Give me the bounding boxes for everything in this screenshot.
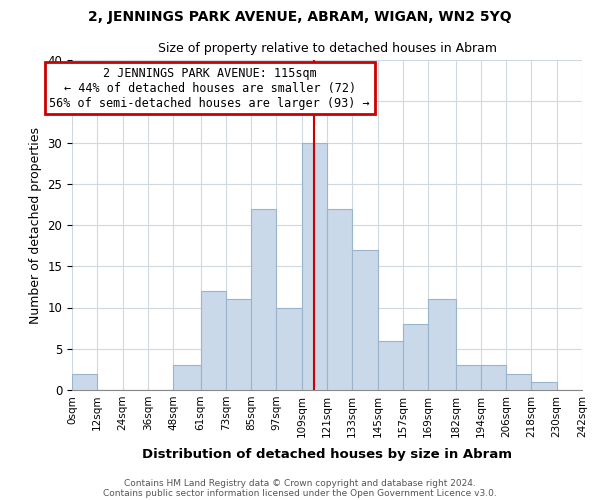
Bar [403,324,428,390]
X-axis label: Distribution of detached houses by size in Abram: Distribution of detached houses by size … [142,448,512,461]
Y-axis label: Number of detached properties: Number of detached properties [29,126,42,324]
Bar [327,208,352,390]
Bar [72,374,97,390]
Bar [455,365,481,390]
Bar [173,365,200,390]
Bar [506,374,532,390]
Text: 2, JENNINGS PARK AVENUE, ABRAM, WIGAN, WN2 5YQ: 2, JENNINGS PARK AVENUE, ABRAM, WIGAN, W… [88,10,512,24]
Bar [481,365,506,390]
Bar [251,208,277,390]
Text: 2 JENNINGS PARK AVENUE: 115sqm
← 44% of detached houses are smaller (72)
56% of : 2 JENNINGS PARK AVENUE: 115sqm ← 44% of … [49,66,370,110]
Text: Contains HM Land Registry data © Crown copyright and database right 2024.: Contains HM Land Registry data © Crown c… [124,478,476,488]
Bar [377,340,403,390]
Bar [428,299,455,390]
Text: Contains public sector information licensed under the Open Government Licence v3: Contains public sector information licen… [103,488,497,498]
Bar [352,250,377,390]
Bar [226,299,251,390]
Bar [532,382,557,390]
Title: Size of property relative to detached houses in Abram: Size of property relative to detached ho… [157,42,497,54]
Bar [200,291,226,390]
Bar [302,142,327,390]
Bar [277,308,302,390]
